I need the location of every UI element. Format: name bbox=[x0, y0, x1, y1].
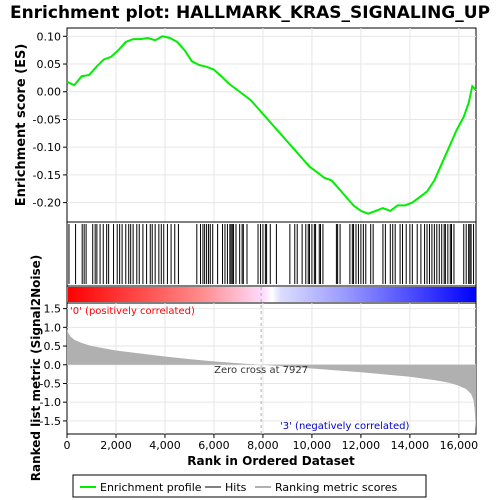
es-tick-label: 0.10 bbox=[37, 30, 62, 43]
metric-gridlines bbox=[67, 303, 476, 434]
x-tick-label: 14,000 bbox=[391, 439, 430, 452]
metric-tick-label: -1.0 bbox=[40, 396, 61, 409]
es-tick-label: 0.05 bbox=[37, 58, 62, 71]
legend-hits-label: Hits bbox=[225, 481, 247, 494]
legend-box bbox=[72, 474, 427, 498]
metric-tick-label: 0.5 bbox=[44, 340, 62, 353]
negative-correlation-label: '3' (negatively correlated) bbox=[280, 421, 409, 432]
x-tick-label: 16,000 bbox=[440, 439, 479, 452]
legend-metric-label: Ranking metric scores bbox=[275, 481, 397, 494]
es-y-axis-label: Enrichment score (ES) bbox=[14, 44, 29, 207]
es-tick-label: -0.15 bbox=[33, 169, 61, 182]
chart-title: Enrichment plot: HALLMARK_KRAS_SIGNALING… bbox=[10, 3, 490, 23]
es-tick-label: 0.00 bbox=[37, 86, 62, 99]
x-tick-label: 12,000 bbox=[342, 439, 381, 452]
metric-panel: Zero cross at 7927 '0' (positively corre… bbox=[29, 255, 478, 482]
metric-tick-label: 1.5 bbox=[44, 303, 62, 316]
rank-color-band bbox=[66, 285, 477, 304]
x-tick-label: 6,000 bbox=[198, 439, 230, 452]
zero-cross-label: Zero cross at 7927 bbox=[214, 365, 308, 376]
hits-panel-frame bbox=[66, 221, 477, 287]
es-tick-label: -0.05 bbox=[33, 113, 61, 126]
es-tick-label: -0.10 bbox=[33, 141, 61, 154]
legend: Enrichment profile Hits Ranking metric s… bbox=[72, 474, 427, 498]
hits-panel bbox=[66, 221, 477, 287]
legend-es-label: Enrichment profile bbox=[100, 481, 202, 494]
x-tick-label: 10,000 bbox=[293, 439, 332, 452]
enrichment-profile-line bbox=[66, 35, 477, 215]
x-tick-label: 4,000 bbox=[149, 439, 181, 452]
positive-correlation-label: '0' (positively correlated) bbox=[70, 306, 195, 317]
metric-tick-label: -1.5 bbox=[40, 415, 61, 428]
x-tick-label: 8,000 bbox=[247, 439, 279, 452]
metric-tick-label: -0.5 bbox=[40, 377, 61, 390]
x-tick-label: 0 bbox=[64, 439, 71, 452]
metric-tick-label: 1.0 bbox=[44, 321, 62, 334]
x-axis-label: Rank in Ordered Dataset bbox=[187, 454, 355, 468]
es-y-ticks: 0.10 0.05 0.00 -0.05 -0.10 -0.15 -0.20 bbox=[33, 30, 67, 210]
metric-y-ticks: 1.5 1.0 0.5 0.0 -0.5 -1.0 -1.5 bbox=[40, 303, 67, 428]
x-tick-label: 2,000 bbox=[100, 439, 132, 452]
metric-tick-label: 0.0 bbox=[44, 359, 62, 372]
es-tick-label: -0.20 bbox=[33, 197, 61, 210]
es-gridlines bbox=[67, 28, 476, 222]
metric-y-axis-label: Ranked list metric (Signal2Noise) bbox=[29, 255, 43, 482]
es-panel: 0.10 0.05 0.00 -0.05 -0.10 -0.15 -0.20 Enrichm… bbox=[14, 27, 477, 223]
hit-markers bbox=[68, 224, 475, 284]
rank-color-gradient bbox=[68, 287, 476, 302]
x-ticks: 0 2,000 4,000 6,000 8,000 10,000 12,000 14,000 1… bbox=[64, 434, 479, 452]
